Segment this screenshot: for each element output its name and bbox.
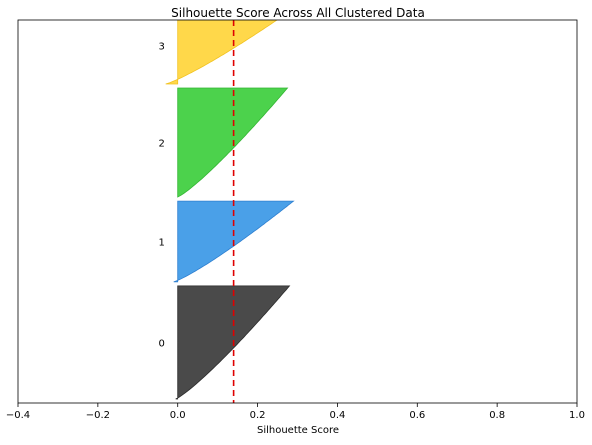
x-tick-label: 0.0 (170, 410, 186, 421)
cluster-3-silhouette (165, 20, 278, 85)
x-tick-label: −0.2 (86, 410, 110, 421)
x-tick-label: 0.2 (250, 410, 266, 421)
x-tick-label: 0.8 (489, 410, 505, 421)
cluster-3-label: 3 (159, 42, 165, 53)
x-tick-label: −0.4 (6, 410, 30, 421)
cluster-2-label: 2 (159, 139, 165, 150)
cluster-0-label: 0 (159, 338, 165, 349)
x-axis-label: Silhouette Score (257, 425, 339, 436)
x-tick-label: 0.6 (409, 410, 425, 421)
x-tick-label: 1.0 (569, 410, 585, 421)
cluster-labels: 0 1 2 3 (159, 42, 165, 350)
chart-title: Silhouette Score Across All Clustered Da… (171, 6, 425, 20)
plot-frame (17, 19, 578, 404)
cluster-2-silhouette (177, 87, 289, 198)
cluster-silhouettes (165, 20, 295, 400)
cluster-0-silhouette (175, 285, 291, 400)
x-axis: −0.4 −0.2 0.0 0.2 0.4 0.6 0.8 1.0 (6, 403, 585, 421)
cluster-1-label: 1 (159, 237, 165, 248)
x-tick-label: 0.4 (329, 410, 345, 421)
